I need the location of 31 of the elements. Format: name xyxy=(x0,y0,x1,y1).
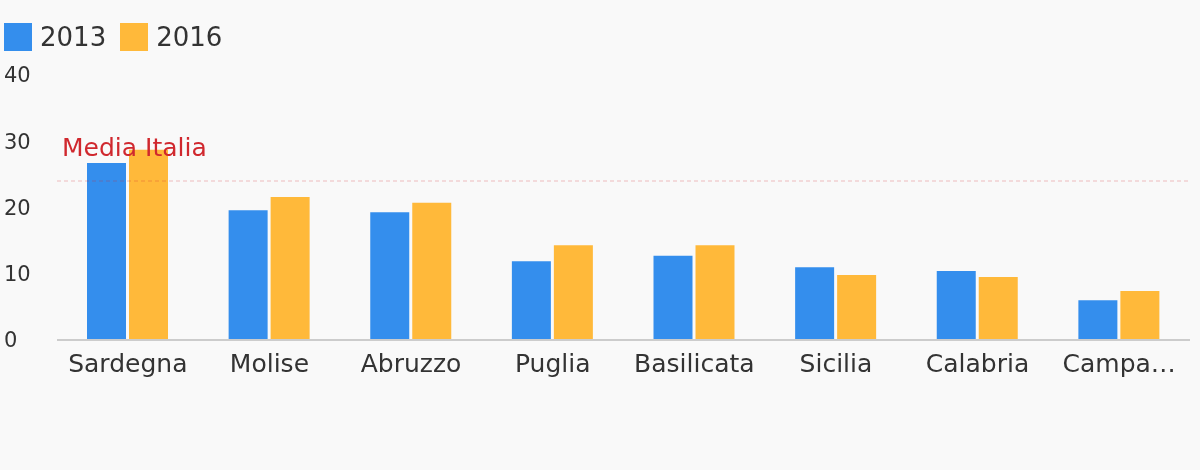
y-tick-label: 0 xyxy=(4,328,18,353)
x-tick-label: Calabria xyxy=(925,348,1030,378)
bar xyxy=(87,163,126,340)
bar xyxy=(795,267,835,340)
x-tick-label: Sardegna xyxy=(68,348,188,378)
bar xyxy=(978,277,1018,340)
x-tick-label: Basilicata xyxy=(634,348,755,378)
bar xyxy=(1120,290,1160,340)
bar xyxy=(228,210,268,340)
bar xyxy=(695,245,735,340)
bar xyxy=(270,196,310,340)
y-tick-label: 40 xyxy=(4,63,31,88)
bar xyxy=(1078,300,1118,340)
legend-label: 2016 xyxy=(156,22,223,52)
x-tick-label: Abruzzo xyxy=(360,348,462,378)
x-tick-label: Molise xyxy=(229,348,310,378)
x-tick-label: Sicilia xyxy=(799,348,873,378)
bar xyxy=(553,245,593,340)
bar xyxy=(936,271,976,340)
bar xyxy=(370,212,410,340)
bar xyxy=(511,261,551,340)
ref-line-label: Media Italia xyxy=(62,132,207,162)
bar xyxy=(837,275,877,340)
y-tick-label: 10 xyxy=(4,262,31,287)
y-tick-label: 30 xyxy=(4,129,31,154)
x-tick-label: Puglia xyxy=(514,348,591,378)
y-tick-label: 20 xyxy=(4,195,31,220)
bar xyxy=(412,202,452,340)
legend-label: 2013 xyxy=(40,22,107,52)
x-tick-label: Campa… xyxy=(1062,348,1176,378)
bar xyxy=(653,255,693,340)
